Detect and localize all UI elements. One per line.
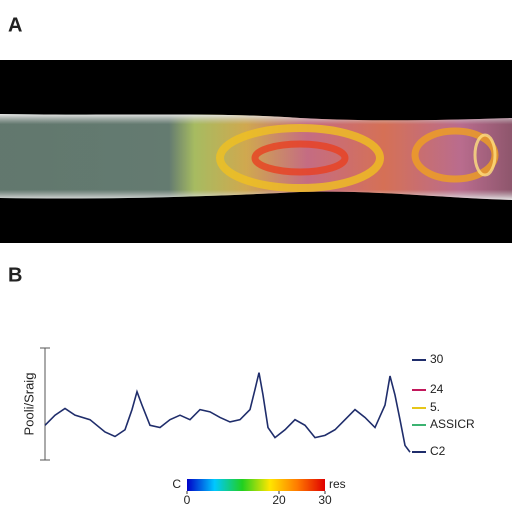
- trace-line: [44, 372, 411, 453]
- legend-label: 5.: [430, 400, 440, 414]
- colorbar-label: res: [329, 477, 346, 491]
- colorbar-tick-label: 0: [184, 493, 191, 507]
- legend-label: 30: [430, 352, 444, 366]
- legend-label: C2: [430, 444, 446, 458]
- panel-label: A: [8, 14, 22, 36]
- y-axis-label: Pooli/Sraig: [21, 373, 36, 436]
- legend-label: 24: [430, 382, 444, 396]
- panel-label: B: [8, 264, 22, 286]
- colorbar-tick-label: 20: [272, 493, 286, 507]
- legend-label: ASSICR: [430, 417, 475, 431]
- colorbar: [187, 479, 325, 491]
- vessel-image: [0, 60, 512, 243]
- colorbar-tick-label: 30: [318, 493, 332, 507]
- colorbar-label: C: [172, 477, 181, 491]
